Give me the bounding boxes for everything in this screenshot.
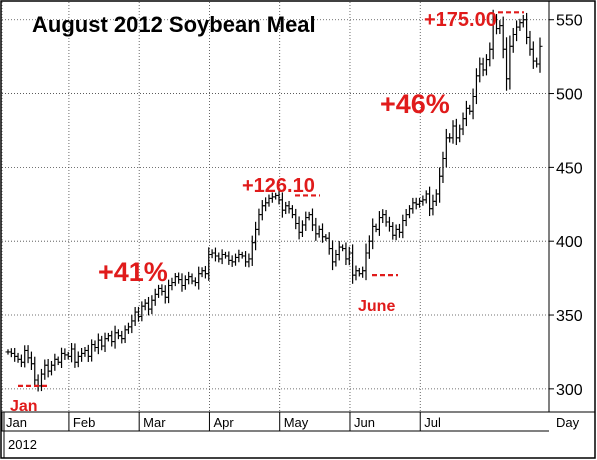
x-axis-label-day: Day [556, 415, 580, 430]
y-tick-label: 350 [556, 308, 583, 325]
month-label: Jul [424, 415, 441, 430]
y-tick-label: 300 [556, 382, 583, 399]
annotation-gain-175: +175.00 [424, 9, 497, 31]
annotation-low-jan: Jan [10, 398, 38, 415]
month-label: Mar [143, 415, 166, 430]
chart-title: August 2012 Soybean Meal [32, 12, 316, 37]
y-tick-label: 400 [556, 234, 583, 251]
year-label: 2012 [8, 437, 37, 452]
y-tick-label: 500 [556, 87, 583, 104]
annotation-pct-41: +41% [98, 257, 168, 287]
annotation-markers [18, 11, 524, 387]
month-label: Jun [354, 415, 375, 430]
grid-layer [1, 2, 554, 458]
month-label: May [284, 415, 309, 430]
month-label: Feb [73, 415, 95, 430]
annotation-gain-126: +126.10 [242, 175, 315, 197]
axis-labels: 300 350 400 450 500 550 Jan Feb Mar Apr May Jun Jul [6, 13, 583, 430]
y-tick-label: 450 [556, 160, 583, 177]
y-tick-label: 550 [556, 13, 583, 30]
month-label: Jan [6, 415, 27, 430]
annotation-low-june: June [358, 298, 395, 315]
price-bars [5, 9, 543, 392]
month-label: Apr [213, 415, 234, 430]
annotation-pct-46: +46% [380, 89, 450, 119]
